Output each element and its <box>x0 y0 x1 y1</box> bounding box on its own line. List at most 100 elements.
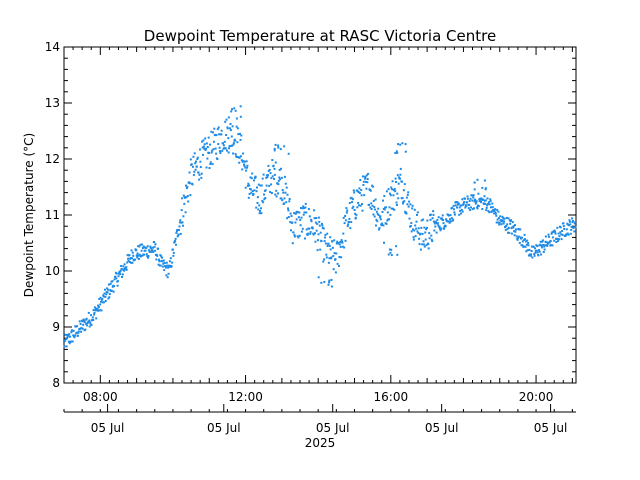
data-point <box>379 215 382 218</box>
data-point <box>527 244 530 247</box>
data-point <box>248 193 251 195</box>
data-point <box>234 153 237 156</box>
data-point <box>270 177 273 180</box>
data-point <box>569 232 572 235</box>
data-point <box>388 218 391 221</box>
data-point <box>404 150 407 153</box>
data-point <box>226 126 229 129</box>
data-point <box>106 287 109 290</box>
data-point <box>334 258 337 261</box>
data-point <box>554 230 557 233</box>
data-point <box>318 220 321 223</box>
data-point <box>299 224 302 227</box>
data-point <box>363 194 366 197</box>
data-point <box>412 238 415 241</box>
data-point <box>393 208 396 211</box>
data-point <box>544 235 547 238</box>
data-point <box>289 221 292 224</box>
data-point <box>437 224 440 227</box>
data-point <box>494 211 497 214</box>
data-point <box>565 228 568 231</box>
data-point <box>408 200 411 203</box>
data-point <box>180 221 183 224</box>
data-point <box>212 140 215 143</box>
data-point <box>456 206 458 209</box>
data-point <box>115 272 118 275</box>
data-point <box>71 329 74 332</box>
data-point <box>239 132 241 135</box>
data-point <box>558 235 561 238</box>
data-point <box>232 152 235 155</box>
data-point <box>152 250 155 253</box>
data-point <box>279 178 282 181</box>
data-point <box>348 202 351 204</box>
data-point <box>381 222 384 225</box>
data-point <box>104 299 107 302</box>
data-point <box>274 143 277 146</box>
data-point <box>285 186 288 189</box>
data-point <box>545 241 548 244</box>
data-point <box>304 206 307 209</box>
data-point <box>321 224 324 227</box>
data-point <box>350 221 353 223</box>
data-point <box>266 176 269 178</box>
data-point <box>386 219 389 222</box>
data-point <box>346 225 349 228</box>
data-point <box>548 235 550 238</box>
data-point <box>113 278 116 281</box>
data-point <box>215 152 218 155</box>
data-point <box>287 216 290 218</box>
data-point <box>424 231 427 234</box>
data-point <box>376 220 379 223</box>
data-point <box>210 130 213 133</box>
data-point <box>458 213 461 216</box>
data-point <box>229 123 232 125</box>
data-point <box>303 211 306 214</box>
data-point <box>336 262 339 265</box>
data-point <box>397 197 400 200</box>
data-point <box>402 202 404 205</box>
data-point <box>449 218 452 221</box>
data-point <box>366 178 369 180</box>
data-point <box>377 214 380 216</box>
data-point <box>159 254 162 257</box>
data-point <box>474 199 477 202</box>
data-point <box>451 206 454 209</box>
data-point <box>203 143 206 146</box>
data-point <box>162 259 165 262</box>
data-point <box>164 265 167 268</box>
data-point <box>175 231 178 234</box>
data-point <box>121 268 124 271</box>
data-point <box>391 188 394 191</box>
data-point <box>487 210 490 213</box>
data-point <box>484 188 487 191</box>
data-point <box>141 243 143 246</box>
data-point <box>470 194 473 197</box>
data-point <box>69 335 72 338</box>
data-point <box>429 218 432 221</box>
data-point <box>127 259 130 262</box>
data-point <box>461 210 464 213</box>
data-point <box>396 174 399 177</box>
data-point <box>82 323 85 326</box>
data-point <box>162 262 165 265</box>
data-point <box>369 206 372 209</box>
data-point <box>422 243 425 246</box>
data-point <box>289 212 292 215</box>
data-point <box>427 243 430 246</box>
data-point <box>360 194 363 197</box>
data-point <box>567 233 570 236</box>
data-point <box>539 243 542 246</box>
data-point <box>328 281 331 284</box>
data-point <box>76 325 79 328</box>
data-point <box>471 199 474 202</box>
data-point <box>532 245 535 248</box>
data-point <box>120 265 123 267</box>
data-point <box>486 197 489 200</box>
data-point <box>80 327 83 329</box>
data-point <box>227 116 230 119</box>
data-point <box>483 203 486 205</box>
data-point <box>125 268 128 271</box>
data-point <box>431 217 434 220</box>
y-axis-label: Dewpoint Temperature (°C) <box>22 133 36 297</box>
